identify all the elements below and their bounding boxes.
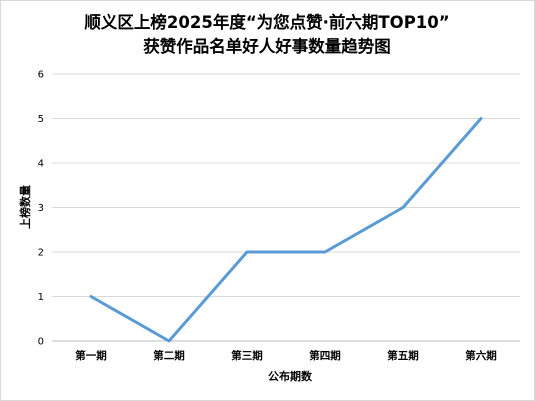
chart-title: 顺义区上榜2025年度“为您点赞·前六期TOP10”	[84, 12, 449, 32]
y-tick-label: 6	[38, 70, 44, 81]
chart-subtitle: 获赞作品名单好人好事数量趋势图	[143, 36, 391, 56]
y-tick-label: 0	[38, 337, 44, 348]
y-tick-label: 4	[38, 159, 44, 170]
gridlines	[52, 73, 520, 342]
y-tick-label: 5	[38, 114, 44, 125]
series-layer	[89, 117, 483, 343]
x-tick-label: 第二期	[153, 349, 185, 362]
series-line	[89, 117, 483, 343]
x-tick-label: 第三期	[231, 349, 263, 362]
x-tick-label: 第六期	[465, 349, 497, 362]
y-tick-label: 3	[38, 203, 44, 214]
x-tick-label: 第一期	[75, 349, 107, 362]
x-axis-label: 公布期数	[268, 369, 313, 383]
y-tick-label: 1	[38, 292, 44, 303]
y-axis-label: 上榜数量	[18, 185, 32, 229]
x-tick-label: 第四期	[309, 349, 341, 362]
x-axis-ticks: 第一期 第二期 第三期 第四期 第五期 第六期	[75, 349, 497, 362]
x-tick-label: 第五期	[387, 349, 419, 362]
y-tick-label: 2	[38, 248, 44, 259]
y-axis-ticks: 0 1 2 3 4 5 6	[38, 70, 44, 348]
